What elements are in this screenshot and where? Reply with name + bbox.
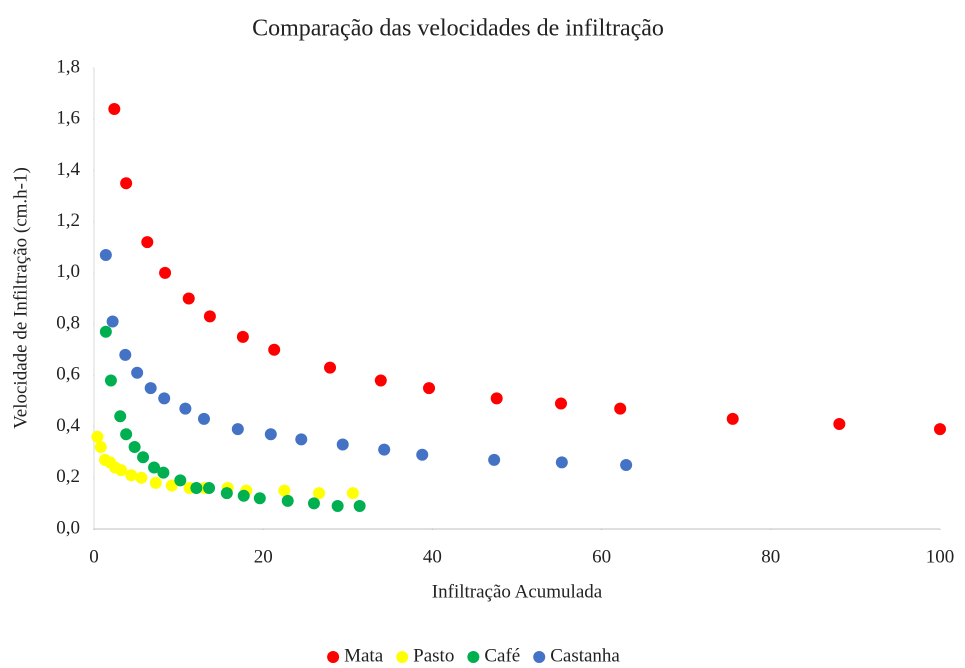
point: [190, 482, 203, 495]
point: [174, 474, 187, 487]
y-tick-label: 1,2: [56, 210, 80, 231]
point: [236, 330, 249, 343]
legend-label: Café: [484, 645, 520, 666]
y-tick-label: 0,6: [56, 364, 80, 385]
point: [157, 466, 170, 479]
point: [346, 487, 359, 500]
y-axis-label: Velocidade de Infiltração (cm.h-1): [10, 167, 31, 429]
y-tick-label: 0,8: [56, 312, 80, 333]
point: [336, 438, 349, 451]
y-tick-label: 0,4: [56, 415, 80, 436]
point: [91, 430, 104, 443]
point: [99, 325, 112, 338]
point: [179, 402, 192, 415]
point: [281, 494, 294, 507]
point: [197, 412, 210, 425]
point: [128, 441, 141, 454]
point: [220, 487, 233, 500]
point: [833, 417, 846, 430]
legend-marker: [467, 651, 480, 663]
x-tick-label: 20: [254, 546, 273, 567]
point: [423, 382, 436, 395]
point: [268, 343, 281, 356]
x-tick-label: 60: [592, 546, 611, 567]
point: [108, 102, 121, 115]
y-tick-label: 1,0: [56, 261, 80, 282]
point: [182, 292, 195, 305]
point: [324, 361, 337, 374]
point: [278, 484, 291, 497]
point: [416, 448, 429, 461]
point: [114, 410, 127, 423]
point: [131, 366, 144, 379]
legend-marker: [396, 651, 409, 663]
point: [555, 456, 568, 469]
y-tick-label: 1,4: [56, 159, 80, 180]
point: [159, 266, 172, 279]
point: [307, 497, 320, 510]
point: [158, 392, 171, 405]
point: [620, 458, 633, 471]
point: [295, 433, 308, 446]
point: [264, 428, 277, 441]
y-tick-label: 1,6: [56, 108, 80, 129]
point: [141, 236, 154, 249]
point: [378, 443, 391, 456]
point: [488, 453, 501, 466]
point: [135, 471, 148, 484]
y-tick-label: 0,2: [56, 466, 80, 487]
point: [554, 397, 567, 410]
point: [726, 412, 739, 425]
point: [934, 423, 946, 436]
x-tick-label: 0: [89, 546, 99, 567]
point: [99, 248, 112, 261]
point: [490, 392, 503, 405]
x-axis-label: Infiltração Acumulada: [432, 581, 603, 602]
y-tick-label: 0,0: [56, 517, 80, 538]
point: [331, 499, 344, 512]
point: [137, 451, 150, 464]
legend-label: Castanha: [550, 645, 620, 666]
legend-marker: [533, 651, 546, 663]
point: [94, 441, 107, 454]
y-tick-label: 1,8: [56, 56, 80, 77]
x-tick-label: 80: [761, 546, 780, 567]
point: [231, 423, 244, 436]
point: [614, 402, 627, 415]
legend-label: Mata: [344, 645, 384, 666]
point: [104, 374, 117, 387]
x-tick-label: 40: [423, 546, 442, 567]
point: [115, 464, 128, 477]
point: [374, 374, 387, 387]
point: [203, 482, 216, 495]
point: [353, 499, 366, 512]
point: [119, 348, 132, 361]
point: [253, 492, 266, 505]
point: [148, 461, 161, 474]
x-tick-label: 100: [926, 546, 955, 567]
point: [106, 315, 119, 328]
point: [144, 382, 157, 395]
point: [237, 489, 250, 502]
point: [125, 469, 138, 482]
chart-title: Comparação das velocidades de infiltraçã…: [252, 16, 664, 42]
point: [120, 428, 133, 441]
point: [149, 476, 162, 489]
point: [120, 177, 133, 190]
legend-marker: [327, 651, 340, 663]
point: [313, 487, 326, 500]
legend-label: Pasto: [413, 645, 454, 666]
point: [203, 310, 216, 323]
